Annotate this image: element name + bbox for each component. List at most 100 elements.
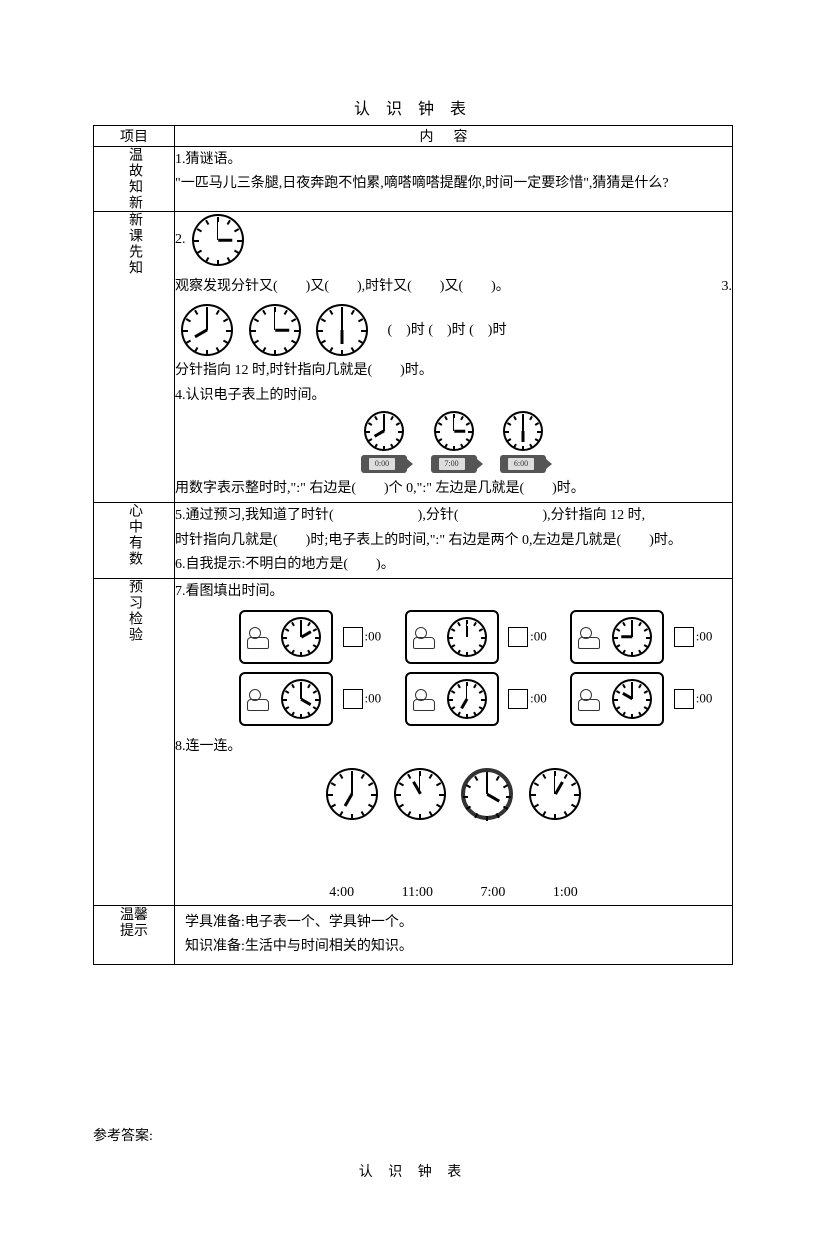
q8-time: 7:00 [480,882,505,904]
q7-item: :00 [570,672,712,726]
q7-row: :00 :00 :00 [235,606,732,668]
row1-label: 温故知新 [94,147,175,212]
q4-item: 7:00 [425,409,483,476]
q3-clocks: ( )时 ( )时 ( )时 [175,302,732,358]
q8-clocks: 4:00 11:00 7:00 1:00 [175,766,732,904]
q8-title: 8.连一连。 [175,736,732,758]
child-scene-icon [245,685,273,713]
worksheet-page: 认 识 钟 表 项目 内容 温故知新 1.猜谜语。 "一匹马儿三条腿,日夜奔跑不… [0,0,826,1221]
row2-label: 新课先知 [94,212,175,503]
q7-card [405,672,499,726]
row5-label2: 提示 [96,924,172,941]
digital-watch-icon: 6:00 [500,455,546,473]
q7-clock-icon [612,617,652,657]
q3-clock-icon [181,304,233,356]
colon-00: :00 [530,628,547,643]
row4-content: 7.看图填出时间。 :00 :00 :00 [175,579,733,905]
q8-times: 4:00 11:00 7:00 1:00 [175,882,732,904]
colon-00: :00 [365,628,382,643]
answer-box[interactable] [343,627,363,647]
q8-clock-icon [326,768,378,820]
q1-num: 1.猜谜语。 [175,149,732,171]
answer-box[interactable] [674,627,694,647]
q2-line: 2. [175,212,732,268]
q4-clock-icon [364,411,404,451]
row5-content: 学具准备:电子表一个、学具钟一个。 知识准备:生活中与时间相关的知识。 [175,905,733,965]
row2-content: 2. 观察发现分针又( )又( ),时针又( )又( )。 3. ( )时 ( … [175,212,733,503]
q7-title: 7.看图填出时间。 [175,581,732,603]
q1-text: "一匹马儿三条腿,日夜奔跑不怕累,嘀嗒嘀嗒提醒你,时间一定要珍惜",猜猜是什么? [175,173,732,195]
q3-num: 3. [722,276,733,298]
row3-label: 心中有数 [94,503,175,579]
q4-item: 0:00 [355,409,413,476]
child-scene-icon [411,685,439,713]
q4-item: 6:00 [494,409,552,476]
digital-watch-icon: 7:00 [431,455,477,473]
q2-num: 2. [175,229,186,251]
q7-row: :00 :00 :00 [235,668,732,730]
answers-label: 参考答案: [93,1125,733,1145]
q7-card [570,672,664,726]
q8-time: 1:00 [553,882,578,904]
page-title: 认 识 钟 表 [93,95,733,119]
child-scene-icon [411,623,439,651]
q3-blanks: ( )时 ( )时 ( )时 [388,323,507,338]
q7-clock-icon [612,679,652,719]
q7-item: :00 [405,610,547,664]
row4-label: 预习检验 [94,579,175,905]
q4-figures: 0:00 7:00 6:00 [175,409,732,476]
child-scene-icon [576,623,604,651]
row3-content: 5.通过预习,我知道了时针( ),分针( ),分针指向 12 时, 时针指向几就… [175,503,733,579]
q7-clock-icon [447,679,487,719]
child-scene-icon [245,623,273,651]
q7-clock-icon [447,617,487,657]
q7-item: :00 [405,672,547,726]
answer-box[interactable] [508,689,528,709]
q3-text: 分针指向 12 时,时针指向几就是( )时。 [175,360,732,382]
q7-clock-icon [281,617,321,657]
q8-clock-icon [394,768,446,820]
r5-line2: 知识准备:生活中与时间相关的知识。 [185,936,722,958]
q7-item: :00 [239,672,381,726]
row1-content: 1.猜谜语。 "一匹马儿三条腿,日夜奔跑不怕累,嘀嗒嘀嗒提醒你,时间一定要珍惜"… [175,147,733,212]
q4-clock-icon [503,411,543,451]
child-scene-icon [576,685,604,713]
q7-card [239,672,333,726]
answer-box[interactable] [674,689,694,709]
q7-item: :00 [570,610,712,664]
q3-clock-icon [249,304,301,356]
colon-00: :00 [365,690,382,705]
r5-line1: 学具准备:电子表一个、学具钟一个。 [185,912,722,934]
q3-clock-icon [316,304,368,356]
q6: 6.自我提示:不明白的地方是( )。 [175,554,732,576]
q4b: 用数字表示整时时,":" 右边是( )个 0,":" 左边是几就是( )时。 [175,478,732,500]
q2-q3-line: 观察发现分针又( )又( ),时针又( )又( )。 3. [175,276,732,298]
q8-time: 4:00 [329,882,354,904]
q8-time: 11:00 [402,882,433,904]
q7-item: :00 [239,610,381,664]
answers-title: 认 识 钟 表 [93,1161,733,1181]
q2-clock-icon [192,214,244,266]
colon-00: :00 [696,628,713,643]
q8-clock-icon [461,768,513,820]
colon-00: :00 [696,690,713,705]
row5-label1: 温馨 [96,908,172,925]
q7-card [570,610,664,664]
q7-grid: :00 :00 :00 : [175,606,732,730]
worksheet-table: 项目 内容 温故知新 1.猜谜语。 "一匹马儿三条腿,日夜奔跑不怕累,嘀嗒嘀嗒提… [93,125,733,965]
answer-box[interactable] [508,627,528,647]
colon-00: :00 [530,690,547,705]
answer-box[interactable] [343,689,363,709]
q8-clock-icon [529,768,581,820]
header-col2: 内容 [175,126,733,147]
q7-clock-icon [281,679,321,719]
digital-watch-icon: 0:00 [361,455,407,473]
q2-text: 观察发现分针又( )又( ),时针又( )又( )。 [175,279,510,294]
header-col1: 项目 [94,126,175,147]
q4a: 4.认识电子表上的时间。 [175,385,732,407]
q5b: 时针指向几就是( )时;电子表上的时间,":" 右边是两个 0,左边是几就是( … [175,530,732,552]
q7-card [405,610,499,664]
q7-card [239,610,333,664]
q4-clock-icon [434,411,474,451]
row5-label: 温馨 提示 [94,905,175,965]
